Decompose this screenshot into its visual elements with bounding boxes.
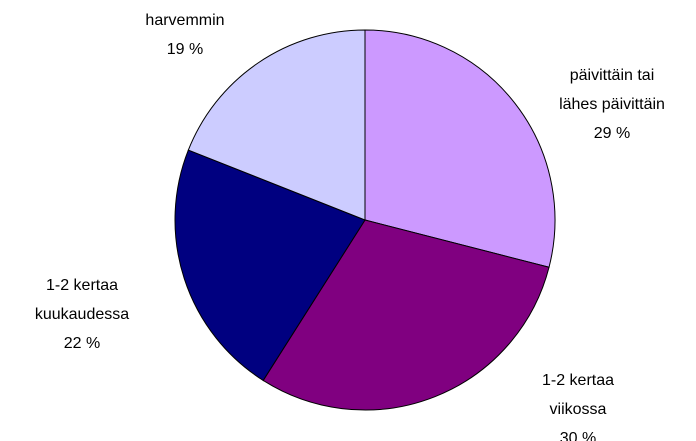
category-label: 1-2 kertaa viikossa <box>541 372 615 418</box>
slice-label: harvemmin 19 % <box>85 6 285 64</box>
pie-slice <box>364 29 556 268</box>
slice-label: 1-2 kertaa viikossa 30 % <box>478 366 678 441</box>
value-label: 22 % <box>63 335 101 352</box>
slice-label: päivittäin tai lähes päivittäin 29 % <box>512 61 696 148</box>
pie-slice <box>187 29 366 221</box>
pie-slice <box>174 149 366 382</box>
value-label: 29 % <box>593 125 631 142</box>
category-label: harvemmin <box>145 12 225 29</box>
value-label: 19 % <box>166 41 204 58</box>
category-label: 1-2 kertaa kuukaudessa <box>34 277 130 323</box>
value-label: 30 % <box>559 430 597 441</box>
slice-label: 1-2 kertaa kuukaudessa 22 % <box>0 271 182 358</box>
category-label: päivittäin tai lähes päivittäin <box>559 67 665 113</box>
pie-slice <box>262 219 550 411</box>
